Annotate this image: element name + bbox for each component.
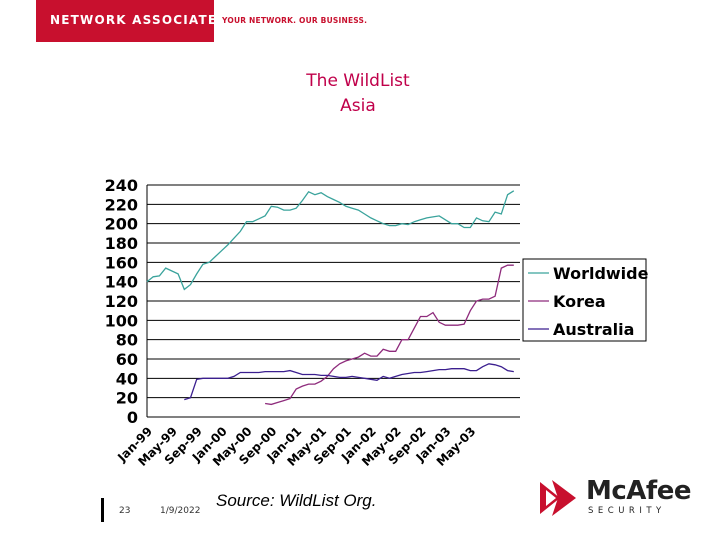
page-number: 23 bbox=[119, 506, 131, 516]
slide-title: The WildList bbox=[306, 71, 410, 91]
series-line-korea bbox=[265, 264, 514, 406]
y-tick-label: 180 bbox=[105, 234, 138, 253]
series-line-australia bbox=[184, 363, 514, 401]
slide-subtitle: Asia bbox=[340, 96, 376, 116]
y-tick-label: 160 bbox=[105, 253, 138, 272]
logo-subtitle: SECURITY bbox=[588, 506, 666, 516]
y-tick-label: 0 bbox=[127, 408, 138, 427]
y-tick-label: 60 bbox=[116, 350, 138, 369]
tagline: YOUR NETWORK. OUR BUSINESS. bbox=[222, 16, 368, 25]
slide-date: 1/9/2022 bbox=[160, 506, 201, 516]
legend-label: Australia bbox=[553, 320, 634, 339]
logo-wordmark: McAfee bbox=[586, 476, 692, 506]
mcafee-logo: McAfee SECURITY bbox=[536, 476, 692, 518]
company-banner: NETWORK ASSOCIATES bbox=[36, 0, 226, 42]
footer-divider bbox=[101, 498, 104, 522]
y-tick-label: 140 bbox=[105, 273, 138, 292]
company-name: NETWORK ASSOCIATES bbox=[50, 13, 228, 27]
y-tick-label: 40 bbox=[116, 369, 138, 388]
y-tick-label: 220 bbox=[105, 195, 138, 214]
y-tick-label: 200 bbox=[105, 215, 138, 234]
y-tick-label: 100 bbox=[105, 311, 138, 330]
y-tick-label: 120 bbox=[105, 292, 138, 311]
legend-label: Worldwide bbox=[553, 264, 649, 283]
mcafee-shield-icon bbox=[540, 480, 576, 516]
source-note: Source: WildList Org. bbox=[216, 491, 377, 510]
y-tick-label: 240 bbox=[105, 176, 138, 195]
y-tick-label: 20 bbox=[116, 389, 138, 408]
y-tick-label: 80 bbox=[116, 331, 138, 350]
series-line-worldwide bbox=[146, 190, 515, 291]
legend-label: Korea bbox=[553, 292, 606, 311]
